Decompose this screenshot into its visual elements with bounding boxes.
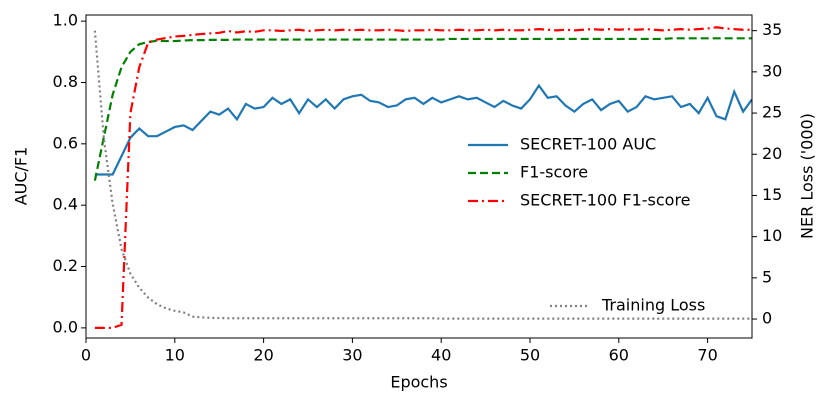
legend-label: Training Loss (601, 296, 705, 315)
y2-tick-label: 35 (762, 20, 782, 39)
x-axis-label: Epochs (390, 373, 447, 392)
x-tick-label: 20 (253, 346, 273, 365)
y2-tick-label: 20 (762, 144, 782, 163)
y2-axis-label: NER Loss ('000) (798, 113, 817, 239)
legend-label: SECRET-100 AUC (520, 135, 656, 154)
y2-tick-label: 10 (762, 226, 782, 245)
x-tick-label: 40 (431, 346, 451, 365)
x-tick-label: 10 (165, 346, 185, 365)
x-tick-label: 70 (697, 346, 717, 365)
series-line (93, 37, 752, 181)
y2-tick-label: 15 (762, 185, 782, 204)
y-tick-label: 0.0 (53, 317, 78, 336)
series-line (94, 26, 752, 329)
x-tick-label: 30 (342, 346, 362, 365)
y-tick-label: 0.4 (53, 195, 78, 214)
y-tick-label: 0.2 (53, 256, 78, 275)
legend-label: F1-score (520, 163, 588, 182)
x-tick-label: 50 (520, 346, 540, 365)
series-line (93, 30, 752, 320)
y2-tick-label: 30 (762, 61, 782, 80)
x-tick-label: 0 (81, 346, 91, 365)
x-tick-label: 60 (609, 346, 629, 365)
y-tick-label: 1.0 (53, 11, 78, 30)
y-axis-label: AUC/F1 (12, 147, 31, 206)
y-tick-label: 0.8 (53, 72, 78, 91)
y2-tick-label: 0 (762, 309, 772, 328)
plot-frame (85, 14, 753, 339)
series-line (94, 83, 752, 176)
y2-tick-label: 25 (762, 103, 782, 122)
y-tick-label: 0.6 (53, 133, 78, 152)
y2-tick-label: 5 (762, 267, 772, 286)
legend-label: SECRET-100 F1-score (520, 191, 691, 210)
